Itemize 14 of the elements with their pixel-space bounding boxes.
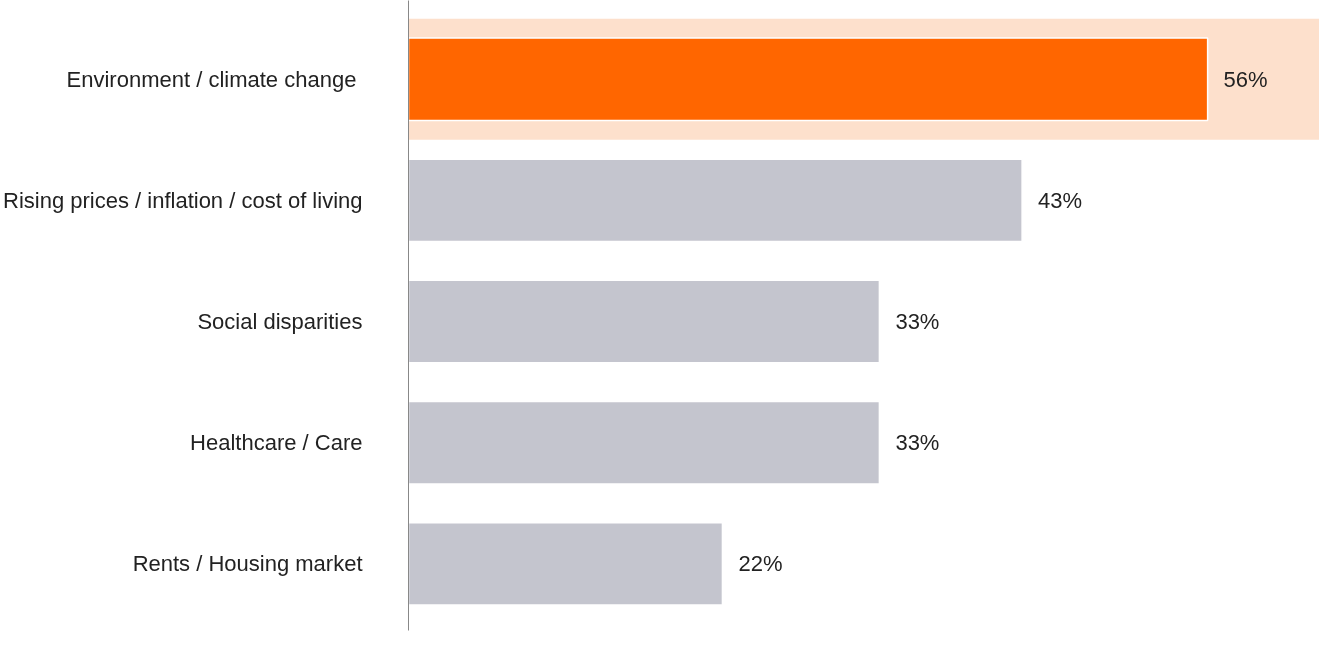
- y-tick-label: Environment / climate change: [66, 66, 357, 92]
- bar: [408, 400, 881, 485]
- data-label: 43%: [1038, 187, 1083, 213]
- data-label: 56%: [1223, 66, 1268, 92]
- bar: [408, 279, 881, 364]
- data-label: 33%: [895, 430, 940, 456]
- data-label: 33%: [895, 309, 940, 335]
- y-tick-label: Social disparities: [197, 309, 363, 335]
- y-tick-label: Healthcare / Care: [190, 430, 363, 456]
- y-tick-label: Rising prices / inflation / cost of living: [3, 187, 363, 213]
- data-label: 22%: [738, 551, 783, 577]
- bar: [408, 521, 724, 606]
- bar: [408, 158, 1023, 243]
- y-tick-label: Rents / Housing market: [132, 551, 363, 577]
